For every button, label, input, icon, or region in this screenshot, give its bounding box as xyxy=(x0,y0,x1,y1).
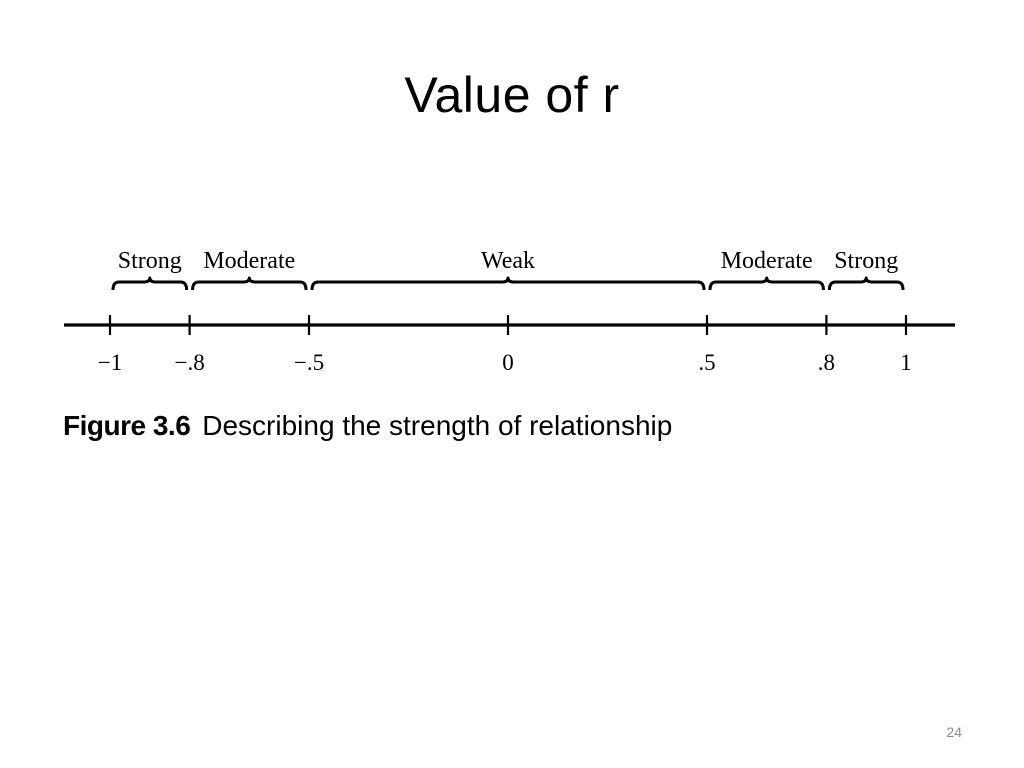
range-braces xyxy=(111,276,905,291)
axis-tick-label: −.5 xyxy=(294,350,324,375)
range-label: Strong xyxy=(118,248,182,274)
axis-ticks xyxy=(108,315,908,335)
range-brace xyxy=(111,276,189,291)
range-brace xyxy=(708,276,825,291)
range-brace xyxy=(827,276,905,291)
axis-tick-label: −.8 xyxy=(174,350,204,375)
range-label: Weak xyxy=(481,248,535,274)
figure-caption: Figure 3.6 Describing the strength of rel… xyxy=(63,408,672,444)
axis-tick-label: −1 xyxy=(98,350,122,375)
axis-tick-labels: −1 −.8 −.5 0 .5 .8 1 xyxy=(98,350,912,375)
range-label: Strong xyxy=(834,248,898,274)
axis-tick-label: 1 xyxy=(900,350,912,375)
range-brace xyxy=(310,276,706,291)
axis-tick-label: .8 xyxy=(818,350,835,375)
slide-title: Value of r xyxy=(404,67,620,123)
range-label: Moderate xyxy=(203,248,295,274)
axis-tick-label: .5 xyxy=(698,350,715,375)
figure-caption-label: Figure 3.6 xyxy=(63,410,191,441)
figure-caption-text: Describing the strength of relationship xyxy=(202,410,673,441)
range-label: Moderate xyxy=(721,248,813,274)
slide-page-number: 24 xyxy=(946,724,962,740)
axis-tick-label: 0 xyxy=(502,350,514,375)
range-labels: Strong Moderate Weak Moderate Strong xyxy=(118,248,898,274)
range-brace xyxy=(191,276,308,291)
